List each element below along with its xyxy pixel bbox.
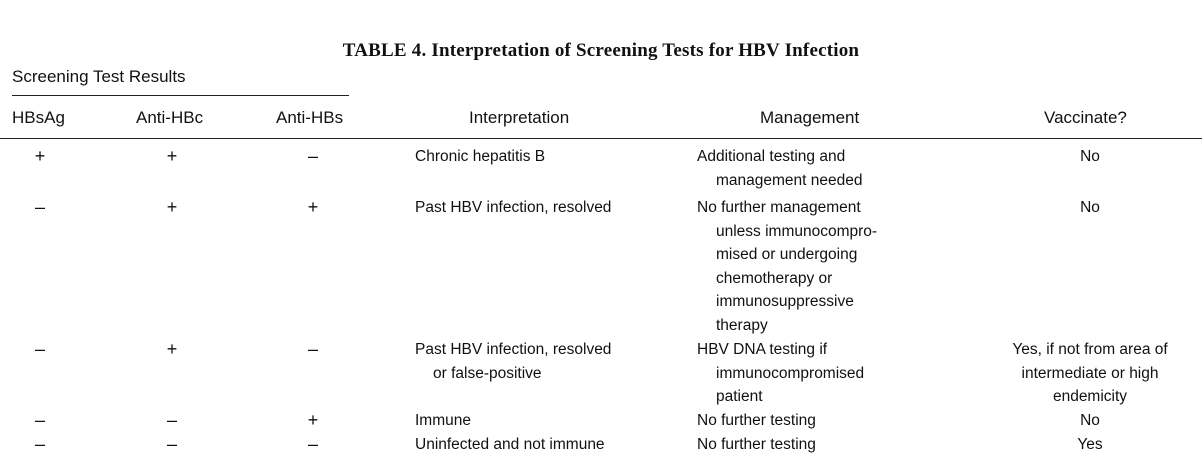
cell-management-line: immunosuppressive: [716, 293, 854, 310]
cell-management-line: Additional testing and: [697, 148, 846, 165]
cell-hbsag: –: [34, 434, 45, 454]
cell-management-line: patient: [716, 388, 763, 405]
cell-interpretation-line: Immune: [415, 412, 471, 429]
cell-management: Additional testing and management needed: [697, 145, 863, 192]
cell-hbsag: –: [34, 339, 45, 359]
cell-vaccinate-line: Yes: [1077, 436, 1103, 453]
cell-hbsag: +: [34, 146, 46, 166]
cell-management-line: unless immunocompro-: [716, 222, 878, 240]
cell-anti-hbs: –: [307, 339, 318, 359]
cell-management-line: No further testing: [697, 412, 816, 429]
cell-management: No further testing: [697, 433, 816, 457]
group-header-screening: Screening Test Results: [12, 67, 186, 86]
cell-management: No further management unless immunocompro…: [697, 196, 877, 337]
cell-anti-hbc: +: [166, 146, 178, 166]
cell-vaccinate: No: [990, 409, 1190, 433]
table-title: TABLE 4. Interpretation of Screening Tes…: [342, 40, 860, 61]
cell-anti-hbc: +: [166, 197, 178, 217]
cell-management-line: mised or undergoing: [716, 246, 858, 263]
cell-interpretation-line: Past HBV infection, resolved: [415, 199, 612, 216]
cell-anti-hbc: –: [166, 434, 177, 454]
group-header-rule: [12, 95, 349, 96]
cell-anti-hbs: +: [307, 197, 319, 217]
column-header-management: Management: [760, 108, 860, 127]
cell-vaccinate: No: [990, 145, 1190, 169]
column-header-hbsag: HBsAg: [12, 108, 65, 127]
column-header-interpretation: Interpretation: [469, 108, 570, 127]
cell-interpretation: Immune: [415, 409, 471, 433]
cell-anti-hbs: –: [307, 146, 318, 166]
cell-interpretation-line: or false-positive: [433, 364, 542, 382]
cell-vaccinate-line: No: [1080, 148, 1100, 165]
cell-interpretation: Chronic hepatitis B: [415, 145, 545, 169]
cell-vaccinate-line: intermediate or high: [1021, 364, 1159, 382]
cell-interpretation-line: Uninfected and not immune: [415, 436, 605, 453]
cell-interpretation: Uninfected and not immune: [415, 433, 605, 457]
cell-hbsag: –: [34, 410, 45, 430]
cell-anti-hbs: –: [307, 434, 318, 454]
cell-management: No further testing: [697, 409, 816, 433]
cell-interpretation: Past HBV infection, resolved or false-pos…: [415, 338, 611, 385]
cell-management-line: HBV DNA testing if: [697, 341, 828, 358]
cell-vaccinate-line: No: [1080, 199, 1100, 216]
cell-anti-hbc: +: [166, 339, 178, 359]
cell-interpretation-line: Chronic hepatitis B: [415, 148, 546, 165]
cell-vaccinate: Yes: [990, 433, 1190, 457]
cell-vaccinate-line: Yes, if not from area of: [1012, 341, 1168, 358]
cell-vaccinate: No: [990, 196, 1190, 220]
cell-management-line: chemotherapy or: [716, 269, 833, 287]
column-header-vaccinate: Vaccinate?: [1044, 108, 1127, 127]
cell-management-line: management needed: [716, 171, 863, 189]
cell-management-line: immunocompromised: [716, 364, 865, 382]
column-header-anti-hbc: Anti-HBc: [136, 108, 204, 127]
cell-management: HBV DNA testing if immunocompromised patie…: [697, 338, 864, 409]
cell-vaccinate-line: No: [1080, 412, 1100, 429]
cell-anti-hbc: –: [166, 410, 177, 430]
column-header-anti-hbs: Anti-HBs: [276, 108, 344, 127]
cell-vaccinate-line: endemicity: [1052, 388, 1128, 405]
cell-management-line: No further testing: [697, 436, 816, 453]
cell-vaccinate: Yes, if not from area of intermediate or …: [990, 338, 1190, 409]
header-rule: [0, 138, 1202, 139]
cell-hbsag: –: [34, 197, 45, 217]
cell-interpretation: Past HBV infection, resolved: [415, 196, 611, 220]
cell-interpretation-line: Past HBV infection, resolved: [415, 341, 612, 358]
cell-management-line: No further management: [697, 199, 861, 216]
cell-anti-hbs: +: [307, 410, 319, 430]
cell-management-line: therapy: [716, 316, 768, 334]
